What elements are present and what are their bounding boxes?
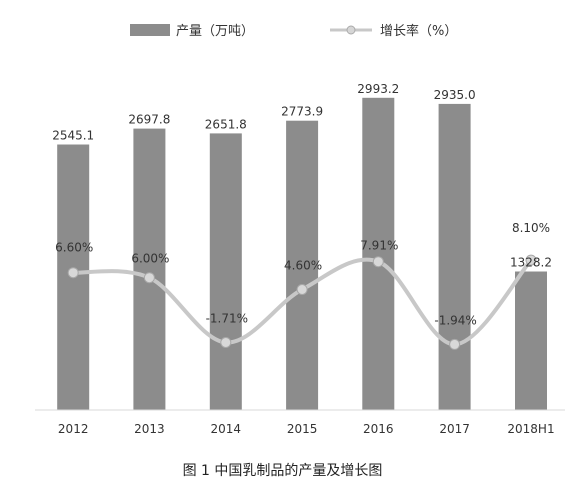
- growth-point-2014: [220, 337, 232, 348]
- x-tick-label-2016: 2016: [363, 422, 394, 436]
- bar-label-2013: 2697.8: [128, 113, 170, 127]
- growth-label-2018H1: 8.10%: [512, 221, 550, 235]
- x-tick-label-2015: 2015: [287, 422, 318, 436]
- bar-2018H1: [515, 271, 547, 410]
- bar-label-2012: 2545.1: [52, 129, 94, 143]
- legend-line-label: 增长率（%）: [380, 23, 457, 39]
- growth-point-2018H1: [525, 254, 537, 266]
- growth-point-2015: [296, 284, 308, 295]
- bars: [57, 97, 547, 411]
- growth-label-2015: 4.60%: [284, 259, 322, 273]
- growth-label-2014: -1.71%: [206, 312, 248, 326]
- x-tick-label-2018H1: 2018H1: [507, 422, 554, 436]
- bar-label-2014: 2651.8: [205, 117, 247, 131]
- figure-caption: 图 1 中国乳制品的产量及增长图: [182, 463, 383, 479]
- growth-line: [67, 254, 537, 350]
- growth-label-2012: 6.60%: [55, 241, 93, 255]
- bar-2013: [133, 128, 166, 410]
- x-axis: 2012 2013 2014 2015 2016 2017 2018H1: [35, 409, 565, 436]
- x-tick-label-2013: 2013: [134, 422, 165, 436]
- data-labels: 2545.1 2697.8 2651.8 2773.9 2993.2 2935.0 1328…: [52, 82, 552, 328]
- legend: 产量（万吨） 增长率（%）: [130, 23, 457, 39]
- growth-point-2017: [449, 338, 461, 350]
- growth-point-2012: [67, 267, 79, 279]
- bar-2016: [362, 97, 395, 411]
- growth-label-2016: 7.91%: [360, 239, 398, 253]
- x-tick-label-2012: 2012: [58, 422, 89, 436]
- bar-2014: [209, 133, 242, 410]
- legend-bar-label: 产量（万吨）: [176, 24, 254, 39]
- bar-label-2017: 2935.0: [434, 88, 476, 102]
- bar-2015: [286, 120, 319, 410]
- growth-label-2013: 6.00%: [131, 252, 169, 266]
- growth-label-2017: -1.94%: [434, 313, 476, 327]
- bar-label-2016: 2993.2: [357, 82, 399, 96]
- bar-2017: [438, 103, 471, 411]
- legend-bar-swatch: [130, 24, 170, 36]
- bar-label-2015: 2773.9: [281, 105, 323, 119]
- growth-point-2016: [372, 256, 384, 268]
- x-tick-label-2014: 2014: [211, 422, 242, 436]
- x-tick-label-2017: 2017: [439, 422, 470, 436]
- bar-label-2018H1: 1328.2: [510, 256, 552, 270]
- legend-line-marker: [346, 25, 356, 35]
- growth-point-2013: [143, 272, 155, 284]
